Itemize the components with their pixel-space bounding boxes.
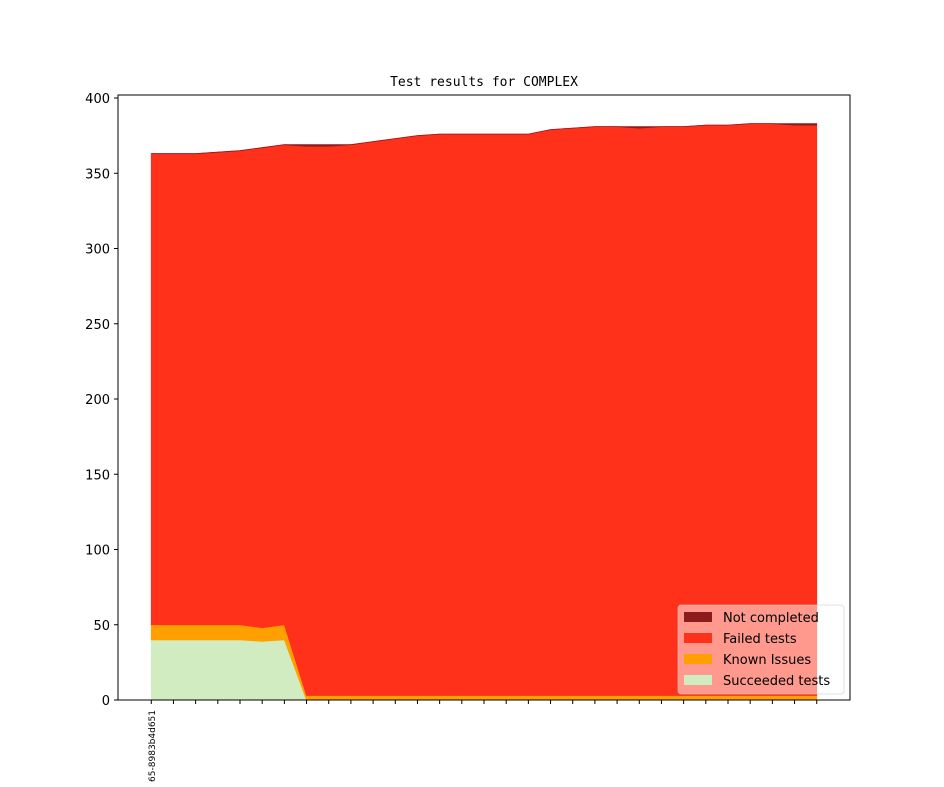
legend-swatch (684, 612, 712, 622)
y-tick-label: 150 (85, 468, 110, 483)
legend-label: Not completed (723, 611, 819, 626)
y-tick-label: 100 (85, 544, 110, 559)
chart-title: Test results for COMPLEX (390, 75, 578, 90)
legend-label: Succeeded tests (723, 674, 830, 689)
legend-label: Known Issues (723, 653, 811, 668)
legend-label: Failed tests (723, 632, 797, 647)
legend-box (677, 604, 845, 695)
y-tick-label: 350 (85, 167, 110, 182)
legend-swatch (684, 633, 712, 643)
y-tick-label: 50 (93, 619, 110, 634)
y-tick-label: 0 (102, 694, 110, 709)
legend-swatch (684, 675, 712, 685)
y-tick-label: 200 (85, 393, 110, 408)
y-tick-label: 300 (85, 243, 110, 258)
legend: Not completed Failed tests Known Issues Suc… (677, 604, 845, 695)
area (151, 123, 818, 155)
x-tick-label: 65-8983b4d651 (148, 710, 158, 782)
y-tick-label: 250 (85, 318, 110, 333)
legend-swatch (684, 654, 712, 664)
y-tick-label: 400 (85, 92, 110, 107)
